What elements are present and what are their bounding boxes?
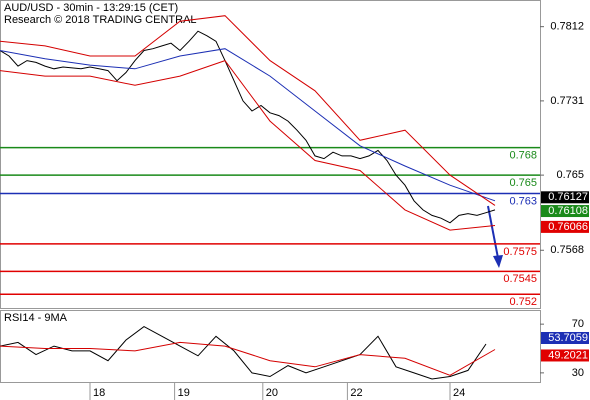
level-label: 0.752 bbox=[509, 296, 537, 308]
y-tick-label: 0.7568 bbox=[550, 244, 584, 256]
y-tick-label: 0.7812 bbox=[550, 21, 584, 33]
x-tick-label: 20 bbox=[266, 387, 278, 399]
y-tick-label: 0.7731 bbox=[550, 95, 584, 107]
chart-title: AUD/USD - 30min - 13:29:15 (CET) bbox=[4, 2, 178, 14]
series-line bbox=[0, 15, 496, 206]
rsi-title: RSI14 - 9MA bbox=[4, 312, 68, 324]
series-line bbox=[0, 30, 496, 224]
price-tag-label: 49.2021 bbox=[548, 349, 588, 361]
series-line bbox=[0, 60, 496, 231]
price-tag-label: 0.76066 bbox=[548, 221, 588, 233]
y-tick-label: 0.765 bbox=[556, 169, 584, 181]
rsi-panel bbox=[0, 310, 541, 383]
level-label: 0.765 bbox=[509, 177, 537, 189]
price-tag bbox=[541, 331, 589, 344]
price-tag bbox=[541, 205, 589, 218]
price-tag bbox=[541, 349, 589, 362]
chart-subtitle: Research © 2018 TRADING CENTRAL bbox=[4, 14, 197, 26]
level-label: 0.763 bbox=[509, 195, 537, 207]
x-tick-label: 24 bbox=[453, 387, 465, 399]
series-line bbox=[0, 341, 496, 376]
price-panel bbox=[0, 0, 541, 309]
series-line bbox=[0, 326, 487, 380]
y-tick-label: 70 bbox=[572, 318, 584, 330]
price-tag bbox=[541, 191, 589, 204]
x-tick-label: 22 bbox=[350, 387, 362, 399]
level-label: 0.768 bbox=[509, 150, 537, 162]
price-tag-label: 0.76127 bbox=[548, 191, 588, 203]
level-label: 0.7545 bbox=[503, 273, 537, 285]
price-tag-label: 53.7059 bbox=[548, 332, 588, 344]
x-tick-label: 19 bbox=[178, 387, 190, 399]
level-label: 0.7575 bbox=[503, 246, 537, 258]
price-tag bbox=[541, 220, 589, 233]
series-line bbox=[0, 48, 496, 202]
x-tick-label: 18 bbox=[93, 387, 105, 399]
price-tag-label: 0.76108 bbox=[548, 205, 588, 217]
forecast-arrow bbox=[487, 205, 503, 268]
y-tick-label: 30 bbox=[572, 367, 584, 379]
